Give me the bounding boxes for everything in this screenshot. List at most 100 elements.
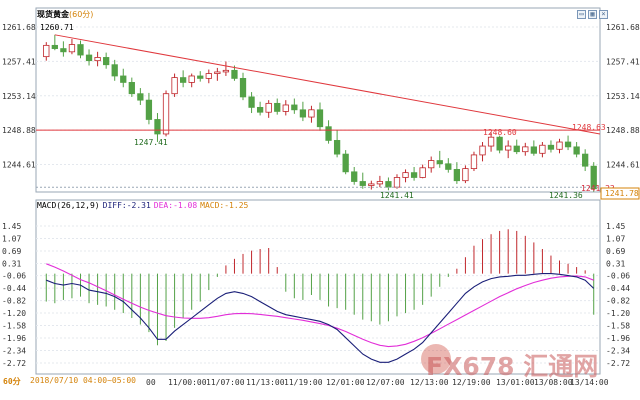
time-tick-label: 11/19:00 xyxy=(284,378,323,387)
candle-body xyxy=(351,171,358,182)
time-tick-label: 13/14:00 xyxy=(570,378,609,387)
macd-tick-right: -0.82 xyxy=(606,297,630,306)
candle-body xyxy=(299,109,307,118)
macd-tick-left: -0.06 xyxy=(2,272,26,281)
macd-tick-right: -0.44 xyxy=(606,284,630,293)
macd-tick-right: 1.45 xyxy=(606,222,625,231)
price-tick-right: 1261.68 xyxy=(606,23,640,32)
candle-body xyxy=(496,136,503,151)
macd-tick-left: 0.69 xyxy=(2,247,21,256)
candle-body xyxy=(445,163,452,170)
trend-line xyxy=(54,34,601,135)
mid-high-label: 1248.60 xyxy=(483,128,517,137)
macd-header: MACD(26,12,9) DIFF:-2.31 DEA:-1.08 MACD:-1.… xyxy=(37,201,251,210)
candle-body xyxy=(60,48,67,53)
candle-body xyxy=(68,44,76,53)
candle-body xyxy=(51,44,58,49)
axis-labels: 1261.68 1261.68 1257.41 1257.41 1253.14 1253.… xyxy=(2,23,640,387)
macd-tick-right: -2.34 xyxy=(606,347,630,356)
low1-label: 1247.41 xyxy=(134,138,168,147)
candle-body xyxy=(316,109,324,128)
price-frame xyxy=(35,7,601,193)
candle-body xyxy=(522,146,529,153)
macd-tick-right: 0.69 xyxy=(606,247,625,256)
candle-body xyxy=(180,77,187,83)
candle-body xyxy=(145,99,153,120)
candle-body xyxy=(556,141,563,150)
candle-body xyxy=(205,73,212,79)
macd-tick-right: 0.31 xyxy=(606,259,625,268)
price-tick-left: 1261.68 xyxy=(2,23,36,32)
candle-body xyxy=(282,104,289,112)
price-annotations: 1260.71 1247.41 1248.60 1248.63 1241.41 1241.… xyxy=(36,23,640,200)
candle-body xyxy=(453,169,460,182)
price-tick-left: 1257.41 xyxy=(2,57,36,66)
candle-body xyxy=(479,145,486,156)
candle-body xyxy=(368,183,375,186)
candle-body xyxy=(308,109,315,118)
price-tick-right: 1244.61 xyxy=(606,161,640,170)
candle-body xyxy=(470,154,478,170)
price-tick-right: 1257.41 xyxy=(606,57,640,66)
candlestick-series xyxy=(43,34,597,192)
macd-tick-right: -1.96 xyxy=(606,334,630,343)
macd-tick-left: -1.96 xyxy=(2,334,26,343)
low2-label: 1241.41 xyxy=(380,191,414,200)
candle-body xyxy=(513,145,520,153)
macd-tick-left: -0.82 xyxy=(2,297,26,306)
candle-body xyxy=(410,172,418,178)
time-tick-label: 11/07:00 xyxy=(206,378,245,387)
candle-body xyxy=(103,57,110,66)
candle-body xyxy=(128,82,135,95)
macd-tick-left: -2.72 xyxy=(2,359,26,368)
candle-body xyxy=(256,106,264,113)
candle-body xyxy=(325,126,332,141)
candle-body xyxy=(214,71,221,74)
candle-body xyxy=(385,181,392,188)
diff-line xyxy=(46,273,595,363)
candle-body xyxy=(239,77,247,98)
macd-tick-left: 1.07 xyxy=(2,234,21,243)
candle-body xyxy=(94,57,101,62)
candle-body xyxy=(154,119,161,135)
time-tick-label: 13/01:00 xyxy=(496,378,535,387)
time-tick-label: 00 xyxy=(146,378,156,387)
price-tick-right: 1253.14 xyxy=(606,92,640,101)
candle-body xyxy=(248,96,255,108)
candle-body xyxy=(342,153,349,173)
dea-line xyxy=(46,263,594,348)
macd-tick-left: -1.20 xyxy=(2,309,26,318)
candle-body xyxy=(77,44,84,56)
macd-tick-right: -1.58 xyxy=(606,322,630,331)
candle-body xyxy=(590,165,597,190)
price-tick-left: 1248.88 xyxy=(2,126,36,135)
candle-body xyxy=(222,69,230,73)
macd-title: MACD(26,12,9) xyxy=(37,201,100,210)
macd-frame xyxy=(35,199,601,375)
price-tick-left: 1253.14 xyxy=(2,92,36,101)
restore-icon[interactable]: ▭ xyxy=(577,10,586,19)
candle-body xyxy=(162,93,170,135)
macd-tick-right: 1.07 xyxy=(606,234,625,243)
macd-tick-right: -0.06 xyxy=(606,272,630,281)
macd-tick-right: -2.72 xyxy=(606,359,630,368)
candle-body xyxy=(436,160,443,165)
candle-body xyxy=(462,168,469,182)
macd-lines xyxy=(46,263,595,363)
macd-panel xyxy=(35,199,601,375)
close-icon[interactable]: × xyxy=(599,10,608,19)
candle-body xyxy=(402,172,409,178)
price-tick-left: 1244.61 xyxy=(2,161,36,170)
macd-tick-left: -2.34 xyxy=(2,347,26,356)
candle-body xyxy=(231,69,238,79)
price-panel xyxy=(35,7,601,193)
current-price-value: 1241.78 xyxy=(605,189,639,198)
candle-body xyxy=(291,104,298,111)
watermark-text: FX678 汇通网 xyxy=(426,352,599,381)
time-tick-label: 11/00:00 xyxy=(168,378,207,387)
timeframe-label: 60分 xyxy=(3,377,21,386)
trend-end-label: 1248.63 xyxy=(572,123,606,132)
candle-body xyxy=(487,136,495,147)
settings-icon[interactable]: ▦ xyxy=(588,10,597,19)
